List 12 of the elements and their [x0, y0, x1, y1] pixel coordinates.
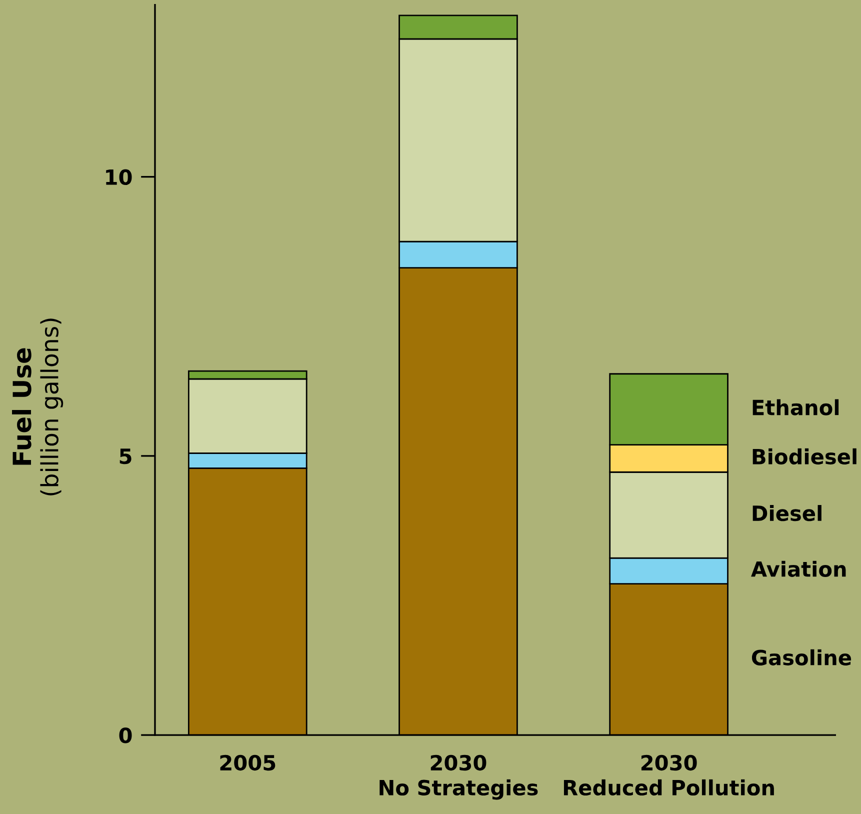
series-label: Ethanol	[752, 399, 839, 416]
x-tick-label: 2005	[220, 754, 276, 771]
series-label: Gasoline	[752, 649, 852, 666]
y-tick-label: 5	[120, 448, 132, 464]
x-tick-label: 2030 Reduced Pollution	[564, 754, 774, 796]
series-label: Aviation	[751, 560, 846, 577]
y-axis-title: Fuel Use (billion gallons)	[12, 318, 64, 496]
y-tick-label: 0	[119, 727, 132, 744]
x-tick-label: 2030 No Strategies	[380, 754, 538, 800]
series-label: Diesel	[752, 505, 822, 522]
y-tick-label: 10	[106, 169, 132, 186]
series-label: Biodiesel	[752, 448, 856, 464]
